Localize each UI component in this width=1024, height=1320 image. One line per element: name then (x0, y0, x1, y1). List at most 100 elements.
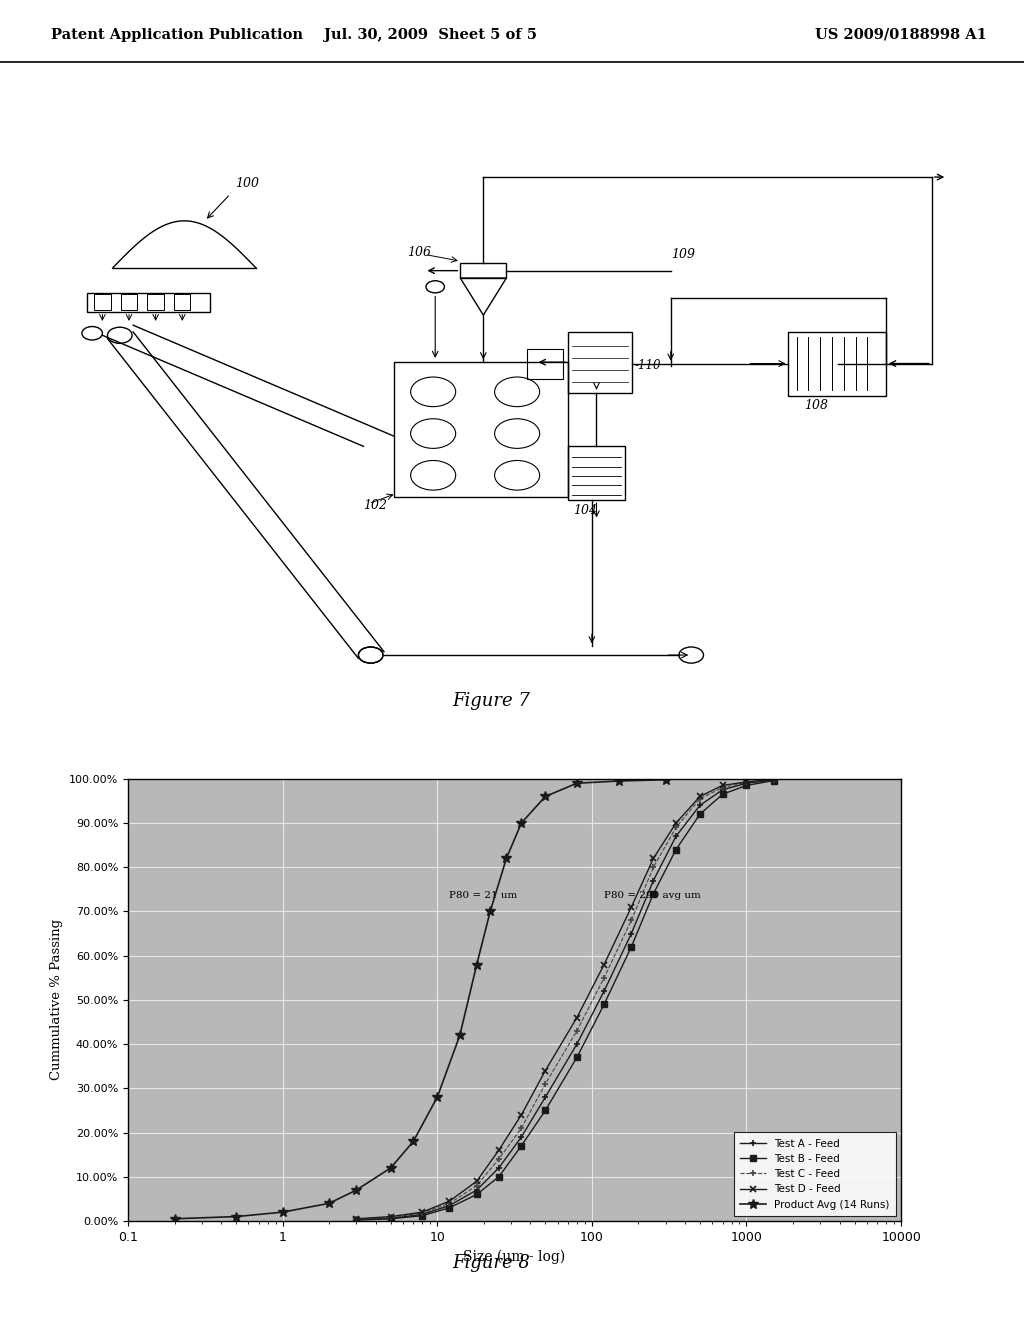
Test D - Feed (647, 850, 659, 866)
Test B - Feed (694, 807, 707, 822)
Test A - Feed (540, 1089, 552, 1105)
Test D - Feed (515, 1107, 527, 1123)
Test A - Feed (416, 1206, 428, 1222)
Test C - Feed (670, 820, 682, 836)
Test C - Feed (471, 1177, 483, 1193)
Line: Test A - Feed: Test A - Feed (353, 776, 777, 1224)
Test C - Feed (515, 1121, 527, 1137)
Test C - Feed (350, 1212, 362, 1228)
Line: Product Avg (14 Runs): Product Avg (14 Runs) (170, 775, 671, 1224)
Bar (461, 263, 507, 279)
Test D - Feed (350, 1210, 362, 1226)
Product Avg (14 Runs) (540, 788, 552, 804)
Text: Patent Application Publication: Patent Application Publication (51, 28, 303, 42)
Test C - Feed (647, 859, 659, 875)
Text: 100: 100 (236, 177, 259, 190)
Text: 106: 106 (408, 246, 431, 259)
Test B - Feed (570, 1049, 583, 1065)
Test B - Feed (493, 1170, 505, 1185)
Test A - Feed (670, 829, 682, 845)
Product Avg (14 Runs) (454, 1027, 466, 1043)
Text: P80 = 21 um: P80 = 21 um (450, 891, 518, 900)
Test B - Feed (740, 777, 753, 793)
Y-axis label: Cummulative % Passing: Cummulative % Passing (50, 919, 63, 1081)
Test C - Feed (540, 1076, 552, 1092)
Test D - Feed (540, 1063, 552, 1078)
Test C - Feed (740, 775, 753, 791)
Test B - Feed (626, 939, 638, 954)
Bar (527, 348, 563, 379)
Test A - Feed (717, 781, 729, 797)
Test B - Feed (416, 1208, 428, 1224)
Test A - Feed (385, 1210, 397, 1226)
Test A - Feed (570, 1036, 583, 1052)
Test B - Feed (598, 997, 610, 1012)
Test C - Feed (768, 772, 780, 788)
Line: Test C - Feed: Test C - Feed (353, 776, 777, 1222)
Legend: Test A - Feed, Test B - Feed, Test C - Feed, Test D - Feed, Product Avg (14 Runs: Test A - Feed, Test B - Feed, Test C - F… (733, 1133, 896, 1216)
Bar (147, 294, 164, 310)
Test B - Feed (443, 1200, 456, 1216)
Test B - Feed (385, 1210, 397, 1226)
Bar (121, 294, 137, 310)
Test A - Feed (471, 1183, 483, 1199)
Bar (568, 331, 632, 392)
Line: Test B - Feed: Test B - Feed (353, 777, 776, 1222)
Product Avg (14 Runs) (323, 1196, 335, 1212)
Test A - Feed (694, 797, 707, 813)
Test D - Feed (443, 1193, 456, 1209)
Product Avg (14 Runs) (471, 957, 483, 973)
Bar (788, 331, 886, 396)
Test A - Feed (647, 873, 659, 888)
Product Avg (14 Runs) (230, 1209, 243, 1225)
Line: Test D - Feed: Test D - Feed (353, 776, 777, 1222)
Test C - Feed (416, 1205, 428, 1221)
Test D - Feed (416, 1204, 428, 1220)
Test D - Feed (717, 777, 729, 793)
Test C - Feed (694, 791, 707, 807)
Text: P80 = 299 avg um: P80 = 299 avg um (604, 891, 700, 900)
Text: Figure 7: Figure 7 (453, 692, 530, 710)
Bar (568, 446, 625, 500)
Product Avg (14 Runs) (613, 774, 626, 789)
Test A - Feed (493, 1160, 505, 1176)
Product Avg (14 Runs) (276, 1204, 289, 1220)
Text: -110: -110 (635, 359, 662, 372)
Test B - Feed (670, 842, 682, 858)
X-axis label: Size (um - log): Size (um - log) (464, 1249, 565, 1263)
Text: 109: 109 (671, 248, 694, 261)
Test C - Feed (570, 1023, 583, 1039)
Test D - Feed (493, 1142, 505, 1158)
Test B - Feed (768, 772, 780, 788)
Bar (174, 294, 190, 310)
Product Avg (14 Runs) (484, 903, 497, 919)
Text: 108: 108 (804, 400, 827, 412)
Text: Figure 8: Figure 8 (453, 1254, 530, 1272)
Test C - Feed (493, 1151, 505, 1167)
Test B - Feed (540, 1102, 552, 1118)
Test A - Feed (740, 775, 753, 791)
Product Avg (14 Runs) (168, 1210, 180, 1226)
Test B - Feed (717, 787, 729, 803)
Test D - Feed (626, 899, 638, 915)
Test D - Feed (694, 788, 707, 804)
Test D - Feed (598, 957, 610, 973)
Test A - Feed (350, 1212, 362, 1228)
Text: Jul. 30, 2009  Sheet 5 of 5: Jul. 30, 2009 Sheet 5 of 5 (324, 28, 537, 42)
Test C - Feed (598, 970, 610, 986)
Product Avg (14 Runs) (431, 1089, 443, 1105)
Test D - Feed (768, 771, 780, 787)
Test D - Feed (740, 774, 753, 789)
Test C - Feed (385, 1209, 397, 1225)
Product Avg (14 Runs) (501, 850, 513, 866)
Test B - Feed (471, 1187, 483, 1203)
Test B - Feed (350, 1212, 362, 1228)
Product Avg (14 Runs) (385, 1160, 397, 1176)
Test B - Feed (647, 886, 659, 902)
Text: 104: 104 (573, 504, 597, 516)
Test C - Feed (443, 1196, 456, 1212)
Test D - Feed (471, 1173, 483, 1189)
Product Avg (14 Runs) (515, 814, 527, 832)
Test A - Feed (768, 772, 780, 788)
Product Avg (14 Runs) (350, 1183, 362, 1199)
